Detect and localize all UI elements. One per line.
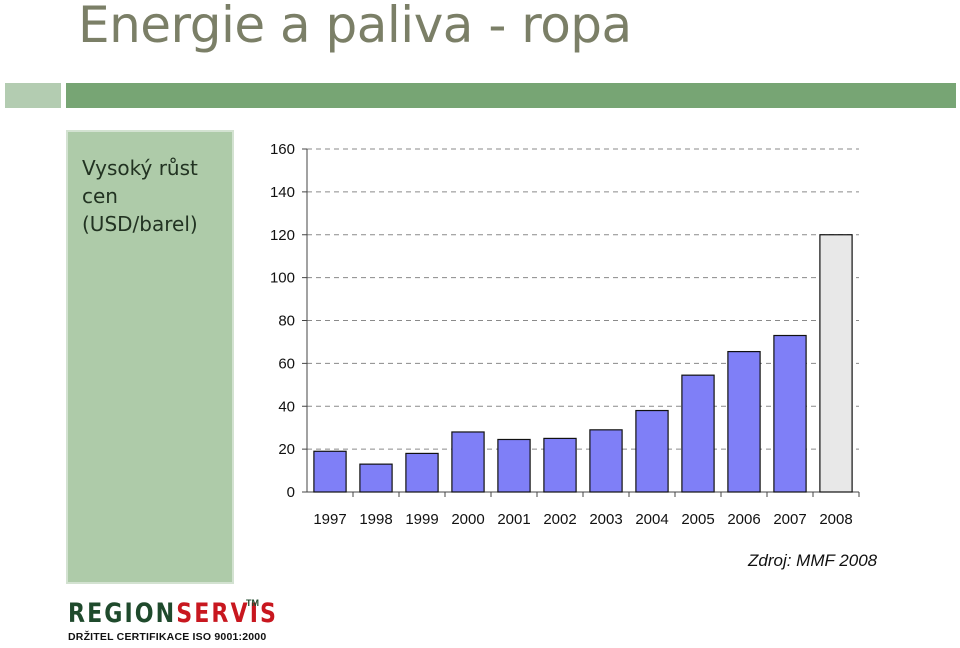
bar-2003: [589, 429, 623, 493]
header-band-accent: [5, 83, 61, 108]
logo-servis-text: SERVIS: [176, 598, 278, 629]
bar-1997: [313, 450, 347, 493]
x-tick-label: 2004: [635, 511, 668, 528]
x-tick-label: 1997: [313, 511, 346, 528]
sidebar-panel: Vysoký růst cen (USD/barel): [66, 130, 234, 584]
y-tick-label: 40: [278, 398, 295, 415]
x-tick-label: 2007: [773, 511, 806, 528]
bar-2004: [635, 409, 669, 493]
sidebar-text: Vysoký růst cen (USD/barel): [82, 156, 198, 236]
trademark-mark: TM: [246, 598, 259, 608]
logo-region-text: REGION: [68, 598, 177, 629]
x-tick-label: 2001: [497, 511, 530, 528]
header-band: [66, 83, 956, 108]
bar-2005: [681, 374, 715, 493]
y-tick-label: 0: [287, 484, 295, 501]
y-tick-label: 140: [270, 184, 295, 201]
bar-2002: [543, 437, 577, 493]
x-tick-labels: 1997 1998 1999 2000 2001 2002 2003 2004 2005 2006…: [313, 511, 852, 528]
x-tick-label: 2006: [727, 511, 760, 528]
x-tick-label: 2005: [681, 511, 714, 528]
y-tick-label: 100: [270, 270, 295, 287]
x-tick-label: 2008: [819, 511, 852, 528]
chart-bars: [313, 234, 853, 493]
oil-price-chart: 0 20 40 60 80 100 120 140 160 1997 1998 1999 2000 20…: [270, 141, 860, 528]
bar-2007: [773, 334, 807, 493]
y-tick-label: 60: [278, 355, 295, 372]
x-tick-label: 1998: [359, 511, 392, 528]
logo-wordmark: REGIONSERVIS: [68, 598, 278, 630]
bar-2001: [497, 438, 531, 493]
x-tick-label: 1999: [405, 511, 438, 528]
slide-title: Energie a paliva - ropa: [78, 0, 632, 54]
y-tick-label: 120: [270, 227, 295, 244]
chart-grid: [307, 148, 859, 450]
bar-2008: [819, 234, 853, 493]
bar-1999: [405, 452, 439, 493]
bar-2000: [451, 431, 485, 493]
y-tick-label: 80: [278, 313, 295, 330]
bar-2006: [727, 350, 761, 493]
source-note: Zdroj: MMF 2008: [748, 551, 878, 570]
chart-axes: [302, 148, 860, 497]
y-tick-labels: 0 20 40 60 80 100 120 140 160: [270, 141, 295, 501]
y-tick-label: 20: [278, 441, 295, 458]
x-tick-label: 2000: [451, 511, 484, 528]
bar-1998: [359, 463, 393, 493]
x-tick-label: 2002: [543, 511, 576, 528]
x-tick-label: 2003: [589, 511, 622, 528]
logo-certification: DRŽITEL CERTIFIKACE ISO 9001:2000: [68, 631, 267, 643]
y-tick-label: 160: [270, 141, 295, 158]
regionservis-logo: REGIONSERVIS TM DRŽITEL CERTIFIKACE ISO …: [66, 598, 276, 644]
